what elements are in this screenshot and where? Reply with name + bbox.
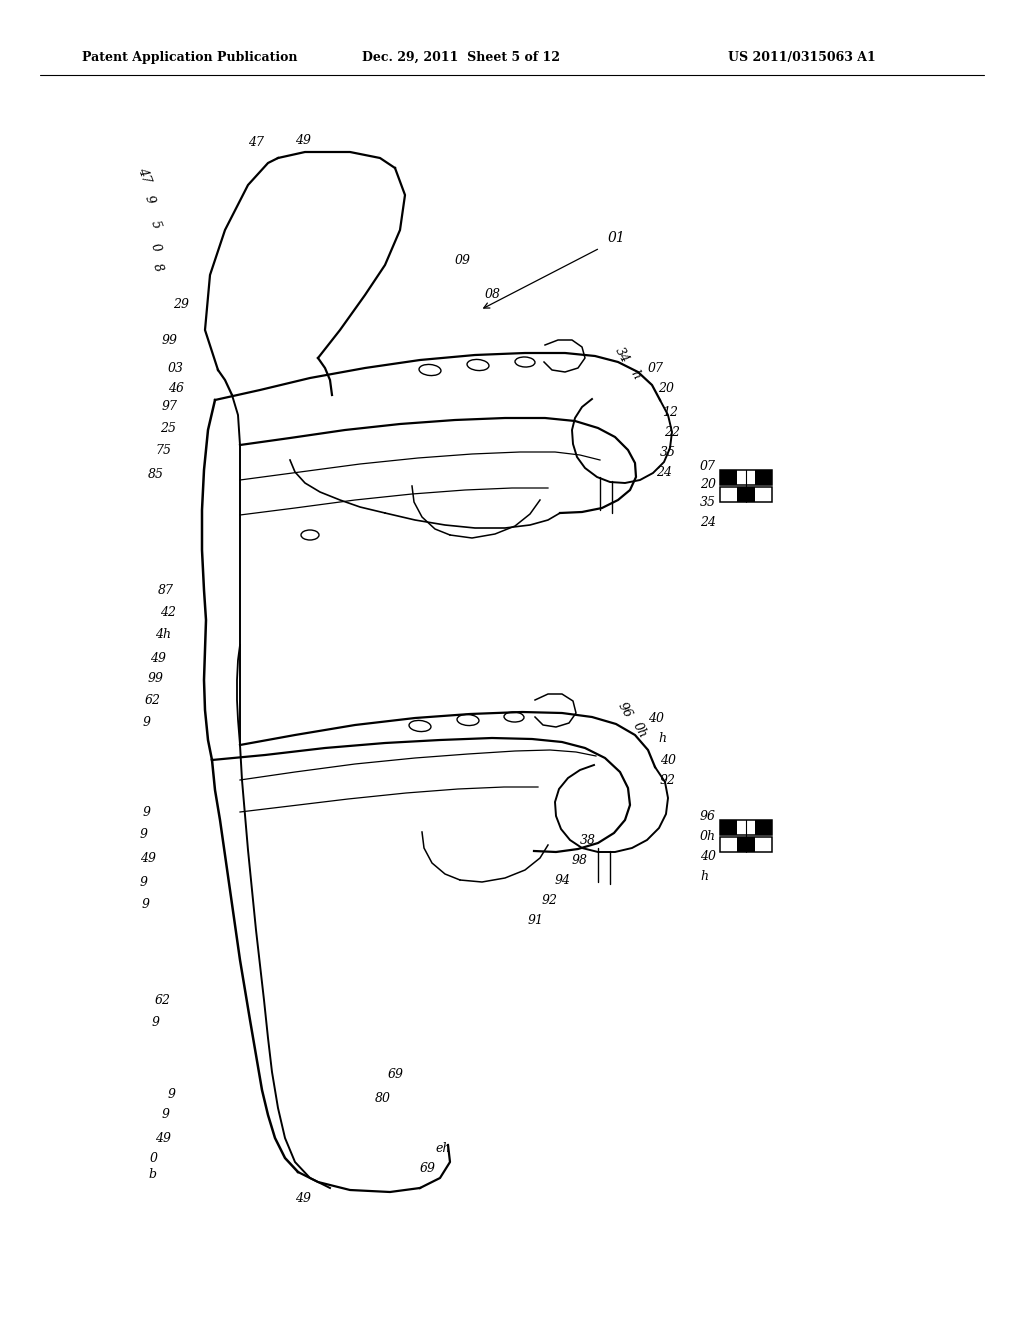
- Bar: [737, 837, 755, 851]
- Text: 49: 49: [295, 133, 311, 147]
- Text: 20: 20: [658, 381, 674, 395]
- Text: 01: 01: [608, 231, 626, 246]
- Text: 49: 49: [140, 851, 156, 865]
- Text: 40: 40: [660, 754, 676, 767]
- Text: 62: 62: [155, 994, 171, 1006]
- Bar: [755, 470, 772, 484]
- Text: 20: 20: [700, 479, 716, 491]
- Text: 49: 49: [150, 652, 166, 664]
- Text: 96: 96: [700, 810, 716, 824]
- Text: 07: 07: [648, 362, 664, 375]
- Text: 0: 0: [150, 1151, 158, 1164]
- Text: 25: 25: [160, 421, 176, 434]
- Text: 92: 92: [542, 894, 558, 907]
- Text: 0h: 0h: [700, 830, 716, 843]
- Text: 69: 69: [388, 1068, 404, 1081]
- Bar: [720, 470, 772, 484]
- Bar: [755, 837, 772, 851]
- Bar: [720, 470, 737, 484]
- Text: 87: 87: [158, 583, 174, 597]
- Text: 96: 96: [615, 700, 634, 721]
- Text: 4h: 4h: [155, 628, 171, 642]
- Text: 69: 69: [420, 1162, 436, 1175]
- Bar: [755, 487, 772, 502]
- Bar: [720, 487, 772, 502]
- Text: US 2011/0315063 A1: US 2011/0315063 A1: [728, 50, 876, 63]
- Text: 99: 99: [162, 334, 178, 346]
- Text: 08: 08: [485, 289, 501, 301]
- Text: 9: 9: [143, 805, 151, 818]
- Bar: [755, 820, 772, 836]
- Text: h: h: [658, 731, 666, 744]
- Bar: [737, 487, 755, 502]
- Bar: [720, 837, 737, 851]
- Bar: [720, 820, 737, 836]
- Text: 0: 0: [148, 242, 163, 253]
- Text: Patent Application Publication: Patent Application Publication: [82, 50, 298, 63]
- Text: 38: 38: [580, 833, 596, 846]
- Text: 03: 03: [168, 362, 184, 375]
- Bar: [737, 820, 755, 836]
- Text: 99: 99: [148, 672, 164, 685]
- Text: 40: 40: [700, 850, 716, 863]
- Text: 49: 49: [295, 1192, 311, 1204]
- Text: 75: 75: [155, 444, 171, 457]
- Text: 47: 47: [248, 136, 264, 149]
- Text: 98: 98: [572, 854, 588, 866]
- Text: 34: 34: [612, 345, 631, 366]
- Text: 29: 29: [173, 298, 189, 312]
- Text: Dec. 29, 2011  Sheet 5 of 12: Dec. 29, 2011 Sheet 5 of 12: [362, 50, 560, 63]
- Text: 9: 9: [152, 1015, 160, 1028]
- Text: eh: eh: [435, 1142, 451, 1155]
- Text: 35: 35: [700, 496, 716, 510]
- Bar: [737, 470, 755, 484]
- Text: 07: 07: [700, 461, 716, 474]
- Text: 0h: 0h: [630, 719, 649, 741]
- Text: 9: 9: [142, 899, 150, 912]
- Text: 94: 94: [555, 874, 571, 887]
- Text: 42: 42: [160, 606, 176, 619]
- Text: 97: 97: [162, 400, 178, 413]
- Text: h: h: [628, 368, 643, 381]
- Text: 91: 91: [528, 913, 544, 927]
- Text: 9: 9: [168, 1089, 176, 1101]
- Text: 80: 80: [375, 1092, 391, 1105]
- Bar: [720, 820, 772, 836]
- Text: 85: 85: [148, 469, 164, 482]
- Text: 62: 62: [145, 693, 161, 706]
- Text: 40: 40: [648, 711, 664, 725]
- Text: 9: 9: [140, 875, 148, 888]
- Text: 24: 24: [700, 516, 716, 529]
- Text: 35: 35: [660, 446, 676, 458]
- Text: 22: 22: [664, 425, 680, 438]
- Text: 09: 09: [455, 253, 471, 267]
- Text: 46: 46: [168, 381, 184, 395]
- Bar: [720, 837, 772, 851]
- Text: b: b: [148, 1168, 156, 1181]
- Text: 9: 9: [142, 194, 157, 206]
- Text: 12: 12: [662, 405, 678, 418]
- Text: 9: 9: [162, 1109, 170, 1122]
- Text: 5: 5: [148, 219, 163, 231]
- Text: 8: 8: [150, 261, 165, 275]
- Text: 49: 49: [155, 1131, 171, 1144]
- Text: 24: 24: [656, 466, 672, 479]
- Text: 47: 47: [135, 165, 153, 185]
- Text: h: h: [700, 870, 708, 883]
- Text: 92: 92: [660, 774, 676, 787]
- Text: 9: 9: [140, 829, 148, 842]
- Text: 9: 9: [143, 715, 151, 729]
- Bar: [720, 487, 737, 502]
